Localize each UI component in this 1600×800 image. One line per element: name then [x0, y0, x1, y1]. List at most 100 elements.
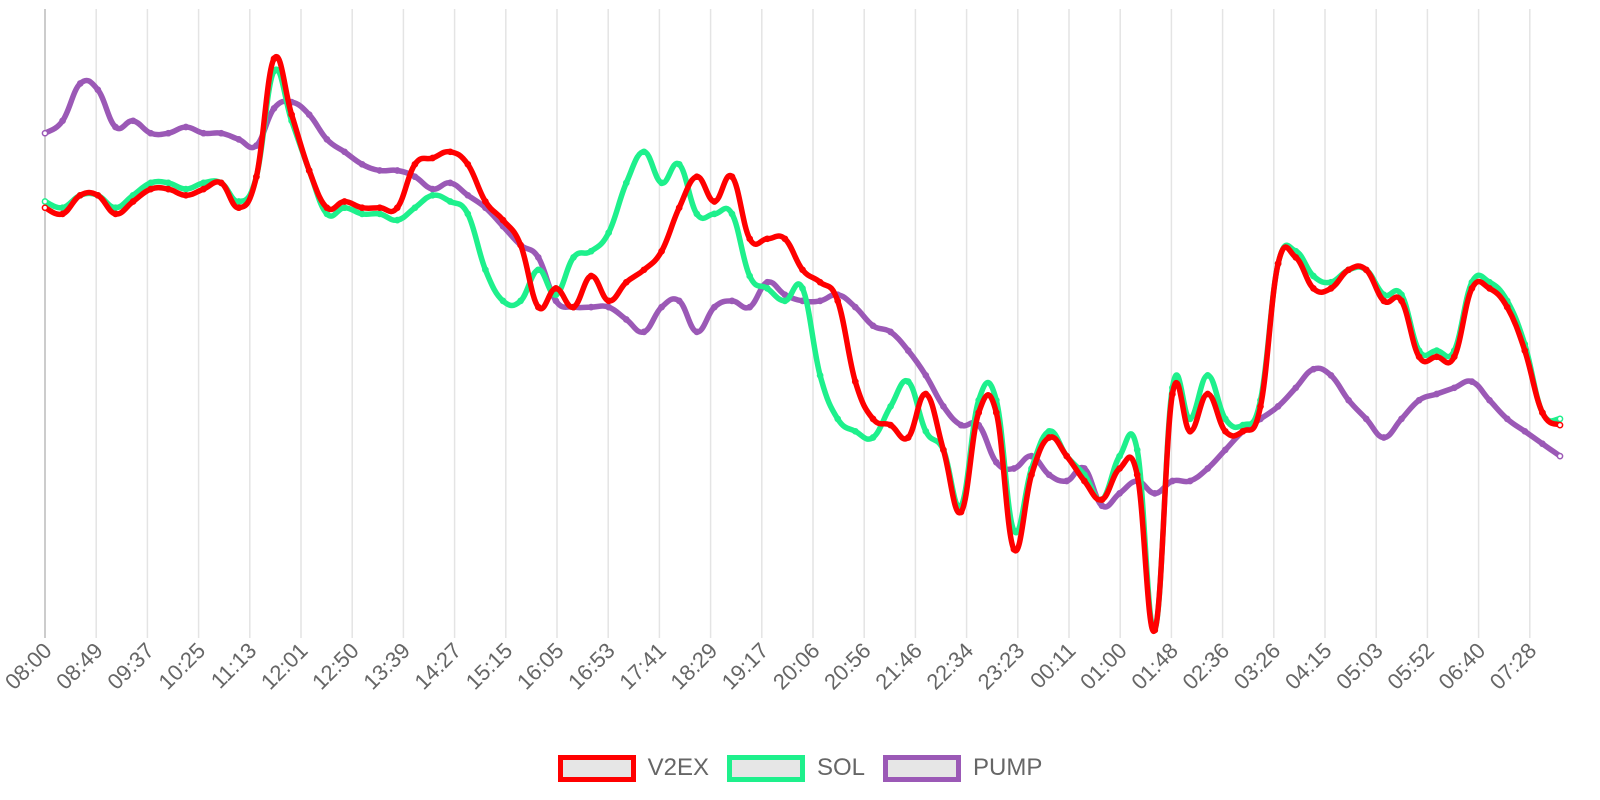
data-point-sol[interactable]	[605, 229, 613, 236]
data-point-v2ex[interactable]	[1345, 266, 1352, 274]
data-point-pump[interactable]	[305, 111, 313, 118]
data-point-v2ex[interactable]	[270, 55, 278, 63]
data-point-pump[interactable]	[358, 160, 366, 168]
data-point-sol[interactable]	[164, 179, 172, 187]
data-point-v2ex[interactable]	[1539, 409, 1546, 416]
data-point-v2ex[interactable]	[1239, 427, 1247, 435]
data-point-pump[interactable]	[992, 458, 1000, 466]
data-point-v2ex[interactable]	[1327, 285, 1335, 292]
data-point-pump[interactable]	[534, 254, 542, 261]
data-point-v2ex[interactable]	[164, 185, 172, 193]
data-point-sol[interactable]	[922, 427, 930, 435]
data-point-v2ex[interactable]	[182, 191, 190, 199]
data-point-v2ex[interactable]	[975, 409, 983, 416]
data-point-pump[interactable]	[1186, 477, 1194, 485]
data-point-pump[interactable]	[605, 303, 613, 311]
data-point-sol[interactable]	[1327, 278, 1335, 286]
data-point-sol[interactable]	[323, 210, 331, 218]
data-point-sol[interactable]	[1186, 415, 1194, 423]
data-point-v2ex[interactable]	[887, 421, 894, 429]
data-point-v2ex[interactable]	[288, 111, 295, 118]
series-line-v2ex[interactable]	[42, 53, 1563, 634]
data-point-v2ex[interactable]	[393, 204, 401, 212]
data-point-pump[interactable]	[464, 191, 472, 199]
data-point-v2ex[interactable]	[1151, 626, 1159, 634]
data-point-sol[interactable]	[411, 204, 419, 212]
data-point-sol[interactable]	[711, 210, 718, 218]
data-point-v2ex[interactable]	[992, 409, 1000, 416]
data-point-sol[interactable]	[182, 185, 190, 193]
data-point-v2ex[interactable]	[217, 179, 225, 187]
data-point-sol[interactable]	[393, 216, 401, 224]
data-point-v2ex[interactable]	[834, 297, 842, 305]
data-point-pump[interactable]	[164, 129, 172, 137]
data-point-pump[interactable]	[728, 297, 736, 305]
data-point-sol[interactable]	[728, 210, 736, 218]
data-point-pump[interactable]	[1362, 415, 1370, 423]
data-point-pump[interactable]	[816, 297, 824, 305]
data-point-v2ex[interactable]	[446, 148, 454, 156]
data-point-v2ex[interactable]	[499, 216, 507, 224]
data-point-pump[interactable]	[376, 167, 384, 174]
data-point-v2ex[interactable]	[94, 191, 102, 199]
data-point-v2ex[interactable]	[59, 210, 66, 218]
data-point-v2ex[interactable]	[622, 278, 630, 286]
data-point-v2ex[interactable]	[816, 278, 824, 286]
data-point-v2ex[interactable]	[112, 210, 119, 218]
data-point-pump[interactable]	[393, 167, 401, 174]
data-point-pump[interactable]	[1327, 372, 1335, 379]
data-point-v2ex[interactable]	[1380, 297, 1388, 305]
data-point-pump[interactable]	[763, 278, 771, 286]
data-point-pump[interactable]	[429, 185, 436, 193]
data-point-v2ex[interactable]	[746, 235, 754, 243]
data-point-pump[interactable]	[1310, 365, 1317, 373]
data-point-v2ex[interactable]	[129, 198, 137, 205]
data-point-v2ex[interactable]	[147, 185, 155, 193]
data-point-sol[interactable]	[59, 204, 66, 212]
data-point-pump[interactable]	[781, 291, 789, 299]
data-point-sol[interactable]	[1116, 452, 1123, 460]
data-point-pump[interactable]	[675, 297, 683, 305]
data-point-v2ex[interactable]	[411, 160, 419, 168]
data-point-pump[interactable]	[1433, 390, 1441, 398]
data-point-v2ex[interactable]	[799, 266, 806, 274]
data-point-v2ex[interactable]	[1398, 297, 1405, 305]
data-point-v2ex[interactable]	[253, 173, 260, 181]
data-point-pump[interactable]	[253, 142, 260, 149]
data-point-pump[interactable]	[1380, 434, 1388, 441]
data-point-v2ex[interactable]	[1028, 471, 1035, 479]
data-point-v2ex[interactable]	[200, 185, 207, 193]
data-point-sol[interactable]	[570, 254, 577, 261]
data-point-v2ex[interactable]	[1503, 303, 1511, 311]
data-point-pump[interactable]	[711, 303, 718, 311]
data-point-pump[interactable]	[323, 136, 331, 143]
data-point-v2ex[interactable]	[1204, 390, 1212, 398]
data-point-pump[interactable]	[922, 372, 930, 379]
legend-item-pump[interactable]: PUMP	[883, 754, 1042, 782]
data-point-pump[interactable]	[200, 129, 207, 137]
data-point-sol[interactable]	[781, 297, 789, 305]
data-point-sol[interactable]	[693, 210, 701, 218]
data-point-sol[interactable]	[1433, 347, 1441, 354]
data-point-pump[interactable]	[622, 316, 630, 323]
data-point-v2ex[interactable]	[1362, 266, 1370, 274]
data-point-v2ex[interactable]	[940, 446, 947, 454]
data-point-v2ex[interactable]	[1468, 285, 1476, 292]
data-point-pump[interactable]	[887, 328, 894, 336]
data-point-pump[interactable]	[94, 86, 102, 94]
data-point-v2ex[interactable]	[517, 241, 524, 249]
data-point-pump[interactable]	[1116, 490, 1123, 497]
data-point-pump[interactable]	[76, 80, 84, 87]
data-point-v2ex[interactable]	[728, 173, 736, 181]
data-point-sol[interactable]	[534, 266, 542, 274]
data-point-v2ex[interactable]	[1415, 353, 1423, 361]
data-point-pump[interactable]	[41, 129, 49, 137]
data-point-pump[interactable]	[640, 328, 648, 336]
data-point-pump[interactable]	[1415, 396, 1423, 404]
data-point-v2ex[interactable]	[376, 204, 384, 212]
data-point-v2ex[interactable]	[763, 235, 771, 243]
data-point-pump[interactable]	[1292, 384, 1300, 392]
data-point-v2ex[interactable]	[1433, 353, 1441, 361]
data-point-pump[interactable]	[129, 117, 137, 125]
data-point-v2ex[interactable]	[552, 285, 560, 292]
